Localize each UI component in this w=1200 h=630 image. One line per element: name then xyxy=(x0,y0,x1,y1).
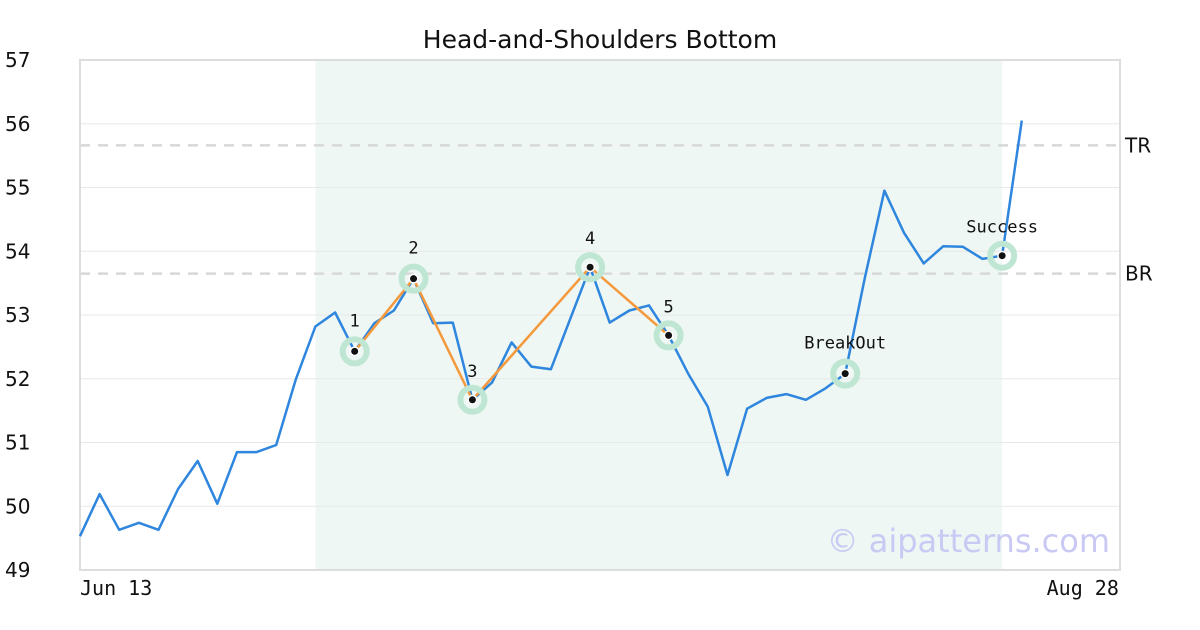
marker-ring xyxy=(830,358,861,389)
price-series-line xyxy=(78,120,1024,537)
chart-title: Head-and-Shoulders Bottom xyxy=(423,25,777,54)
marker-dot xyxy=(586,263,594,271)
marker-dot xyxy=(468,396,476,404)
gridlines-layer xyxy=(80,123,1120,507)
y-tick-label: 53 xyxy=(5,303,30,327)
plot-frame xyxy=(79,59,1121,571)
y-tick-label: 52 xyxy=(5,367,30,391)
series-layer xyxy=(78,120,1024,537)
marker-ring xyxy=(398,263,429,294)
reference-line-label: TR xyxy=(1124,133,1151,157)
marker-dot xyxy=(998,252,1006,260)
marker-dot xyxy=(410,275,418,283)
marker-ring xyxy=(987,240,1018,271)
y-tick-label: 54 xyxy=(5,239,30,263)
y-tick-label: 50 xyxy=(5,494,30,518)
y-tick-label: 55 xyxy=(5,176,30,200)
y-axis-ticks: 49 50 51 52 53 54 55 56 57 xyxy=(5,48,30,582)
y-tick-label: 49 xyxy=(5,558,30,582)
point-label: 3 xyxy=(467,362,477,382)
reference-lines-layer: TR BR xyxy=(80,133,1153,286)
point-label: Success xyxy=(966,218,1038,238)
y-tick-label: 51 xyxy=(5,431,30,455)
reference-line-label: BR xyxy=(1125,262,1153,286)
point-label: 5 xyxy=(663,297,673,317)
x-tick-label: Jun 13 xyxy=(80,576,152,600)
marker-ring xyxy=(339,336,370,367)
x-tick-label: Aug 28 xyxy=(1047,576,1119,600)
marker-dot xyxy=(841,370,849,378)
marker-dot xyxy=(665,331,673,339)
x-axis-ticks: Jun 13 Aug 28 xyxy=(80,576,1119,600)
y-tick-label: 57 xyxy=(5,48,30,72)
marker-ring xyxy=(575,252,606,283)
marker-dot xyxy=(351,347,359,355)
marker-ring xyxy=(457,384,488,415)
point-label: 2 xyxy=(408,239,418,259)
markers-layer: 1 2 3 4 5 BreakOut Success xyxy=(339,218,1038,415)
marker-ring xyxy=(653,320,684,351)
y-tick-label: 56 xyxy=(5,112,30,136)
point-label: BreakOut xyxy=(804,334,886,354)
watermark: © aipatterns.com xyxy=(827,522,1110,560)
point-label: 4 xyxy=(585,229,595,249)
point-label: 1 xyxy=(350,311,360,331)
